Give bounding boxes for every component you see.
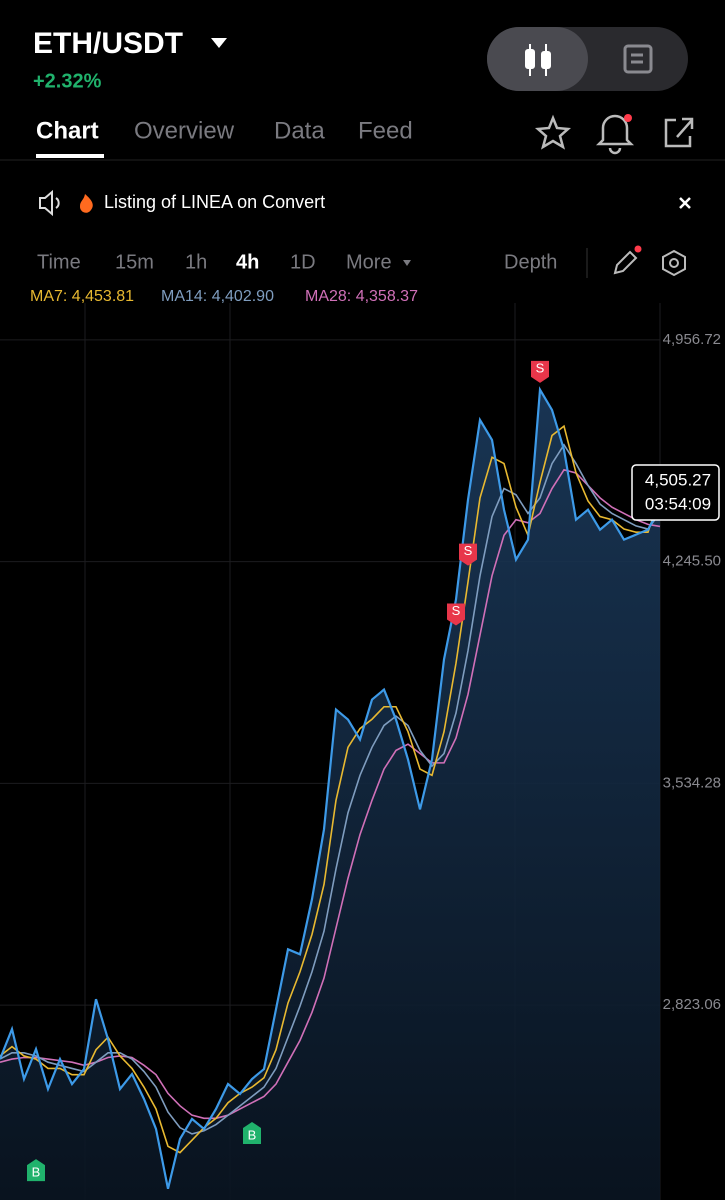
- signal-marker: [459, 543, 477, 566]
- price-area: [0, 389, 660, 1200]
- y-tick-label: 3,534.28: [663, 774, 721, 791]
- plot-area: 4,956.72 4,245.50 3,534.28 2,823.06 B B S S S: [0, 331, 721, 1200]
- price-line: [0, 386, 661, 1190]
- depth-button[interactable]: Depth: [504, 251, 557, 273]
- close-notice[interactable]: [679, 197, 691, 209]
- alert-button[interactable]: [595, 114, 635, 155]
- signal-label: B: [32, 1165, 41, 1180]
- favorite-button[interactable]: [534, 114, 572, 150]
- notice-text[interactable]: Listing of LINEA on Convert: [104, 192, 325, 212]
- fire-icon: [79, 194, 93, 213]
- timeframe[interactable]: Time: [37, 251, 81, 273]
- y-tick-label: 2,823.06: [663, 996, 721, 1013]
- candle-view-button[interactable]: [487, 27, 588, 91]
- share-button[interactable]: [664, 117, 694, 148]
- speaker-icon: [39, 189, 60, 217]
- draw-dot: [634, 245, 642, 253]
- timeframe-active[interactable]: 4h: [236, 251, 259, 273]
- signal-label: S: [464, 543, 473, 558]
- pair-dropdown[interactable]: [211, 38, 227, 48]
- signal-label: B: [248, 1127, 257, 1142]
- settings-button[interactable]: [662, 249, 686, 277]
- tab[interactable]: Feed: [358, 117, 413, 144]
- ma28-label: MA28: 4,358.37: [305, 288, 418, 305]
- ma-line: [0, 424, 661, 1154]
- timeframe[interactable]: 15m: [115, 251, 154, 273]
- tab[interactable]: Data: [274, 117, 325, 144]
- y-tick-label: 4,245.50: [663, 553, 721, 570]
- signal-label: S: [536, 360, 545, 375]
- tab[interactable]: Overview: [134, 117, 235, 144]
- tab-underline: [36, 154, 104, 158]
- alert-dot: [624, 114, 632, 122]
- price-tag-price: 4,505.27: [645, 470, 711, 489]
- more-arrow: [403, 260, 411, 266]
- news-view-button[interactable]: [623, 44, 653, 74]
- y-tick-label: 4,956.72: [663, 331, 721, 348]
- ma-line: [0, 468, 661, 1120]
- timeframe[interactable]: 1h: [185, 251, 207, 273]
- signal-label: S: [452, 603, 461, 618]
- ma-line: [0, 443, 661, 1135]
- candle-icon: [525, 44, 551, 76]
- timeframe-more[interactable]: More: [346, 251, 392, 273]
- price-change: +2.32%: [33, 70, 102, 92]
- signal-marker: [531, 360, 549, 383]
- timeframe[interactable]: 1D: [290, 251, 316, 273]
- signal-marker: [27, 1159, 45, 1182]
- price-tag: [631, 464, 720, 521]
- draw-tool-button[interactable]: [613, 250, 638, 275]
- signal-marker: [243, 1121, 261, 1144]
- signal-marker: [447, 603, 465, 626]
- ma14-label: MA14: 4,402.90: [161, 288, 274, 305]
- tab[interactable]: Chart: [36, 117, 99, 144]
- pair-title[interactable]: ETH/USDT: [33, 27, 183, 60]
- ma7-label: MA7: 4,453.81: [30, 288, 134, 305]
- price-tag-countdown: 03:54:09: [645, 494, 711, 513]
